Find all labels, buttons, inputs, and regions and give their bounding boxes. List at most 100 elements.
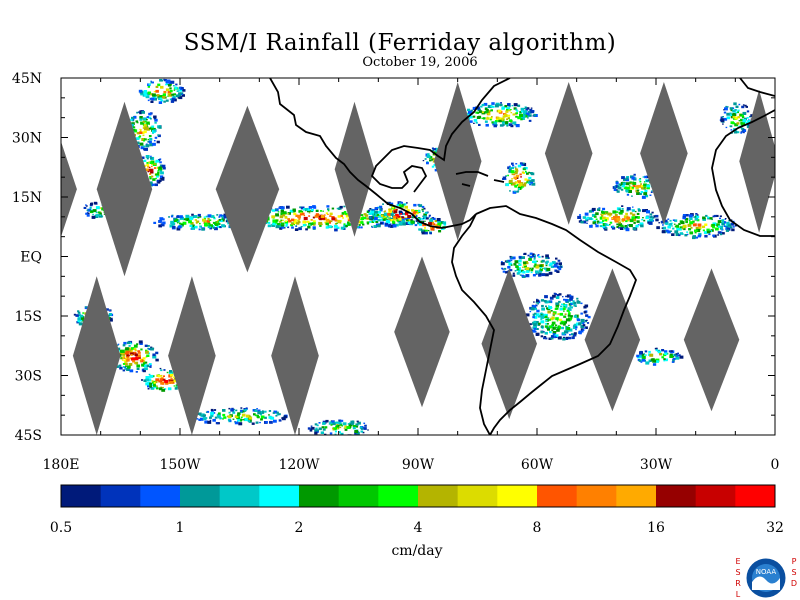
rain-cell-18-135 xyxy=(568,303,572,306)
rain-cell-5-98 xyxy=(515,115,518,118)
rain-cell-2-21 xyxy=(414,224,418,227)
rain-cell-3-81 xyxy=(212,226,216,229)
rain-cell-21-25 xyxy=(433,164,437,167)
rain-cell-13-114 xyxy=(139,342,143,345)
rain-cell-18-3 xyxy=(536,328,539,330)
rain-cell-5-39 xyxy=(482,117,486,120)
rain-cell-23-51 xyxy=(731,113,734,116)
rain-cell-8-0 xyxy=(612,186,617,189)
rain-cell-6-173 xyxy=(604,227,608,230)
rain-cell-17-64 xyxy=(538,274,542,277)
rain-cell-0-8 xyxy=(341,212,345,215)
rain-cell-3-6 xyxy=(214,227,218,231)
rain-cell-17-79 xyxy=(554,264,558,268)
rain-cell-15-112 xyxy=(209,416,212,419)
rain-cell-4-91 xyxy=(506,183,509,186)
rain-cell-0-414 xyxy=(320,215,325,218)
rain-cell-5-14 xyxy=(530,107,533,109)
rain-cell-22-46 xyxy=(99,212,102,215)
y-tick-label: 15S xyxy=(15,309,42,325)
rain-cell-0-167 xyxy=(289,209,294,213)
rain-cell-0-353 xyxy=(307,225,311,229)
rain-cell-5-128 xyxy=(467,108,470,112)
rain-cell-1-106 xyxy=(423,215,427,219)
rain-cell-18-269 xyxy=(573,315,577,318)
rain-cell-0-174 xyxy=(371,220,375,223)
rain-cell-5-154 xyxy=(473,119,478,122)
rain-cell-8-90 xyxy=(643,192,648,196)
rain-cell-11-68 xyxy=(158,159,161,161)
rain-cell-5-15 xyxy=(477,108,481,112)
rain-cell-3-0 xyxy=(213,217,216,220)
rain-cell-3-136 xyxy=(209,226,212,228)
rain-cell-17-92 xyxy=(509,255,512,258)
rain-cell-17-122 xyxy=(505,260,509,263)
rain-cell-15-44 xyxy=(219,417,222,420)
no-data-swath-0 xyxy=(61,141,77,237)
rain-cell-18-112 xyxy=(574,323,578,327)
rain-cell-16-23 xyxy=(337,424,340,427)
rain-cell-6-142 xyxy=(602,223,607,226)
rain-cell-6-14 xyxy=(590,209,594,213)
no-data-swath-11 xyxy=(394,256,450,408)
rain-cell-5-153 xyxy=(501,107,505,110)
rain-cell-1-19 xyxy=(402,222,406,226)
rain-cell-13-94 xyxy=(128,354,130,357)
rain-cell-0-39 xyxy=(379,209,383,212)
rain-cell-16-24 xyxy=(321,426,325,429)
rain-cell-18-120 xyxy=(550,310,553,312)
rain-cell-0-33 xyxy=(318,221,323,226)
rain-cell-18-168 xyxy=(573,326,576,329)
rain-cell-0-196 xyxy=(282,214,286,217)
rain-cell-18-230 xyxy=(546,323,549,325)
colorbar-swatch-6 xyxy=(299,485,340,507)
rain-cell-16-59 xyxy=(362,431,365,434)
x-tick-label: 30W xyxy=(640,457,673,473)
rain-cell-6-78 xyxy=(585,219,588,221)
rain-cell-14-15 xyxy=(141,379,143,381)
rain-cell-2-30 xyxy=(424,218,426,220)
rain-cell-20-65 xyxy=(636,354,640,358)
rain-cell-23-92 xyxy=(743,129,746,132)
rain-cell-17-56 xyxy=(518,259,522,263)
rain-cell-0-249 xyxy=(299,226,302,228)
rain-cell-13-50 xyxy=(132,351,137,355)
rain-cell-6-20 xyxy=(609,221,613,224)
rain-cell-13-17 xyxy=(124,359,128,363)
rain-cell-20-28 xyxy=(661,356,665,359)
rain-cell-0-222 xyxy=(303,216,308,221)
rain-cell-17-34 xyxy=(542,267,544,269)
rain-cell-21-36 xyxy=(435,147,438,150)
rain-cell-3-49 xyxy=(221,215,224,218)
rain-cell-4-63 xyxy=(512,183,514,186)
rain-cell-15-14 xyxy=(241,410,245,413)
rain-cell-3-65 xyxy=(188,220,192,224)
rain-cell-15-61 xyxy=(247,420,251,422)
rain-cell-6-11 xyxy=(595,218,598,220)
rain-cell-0-260 xyxy=(290,223,293,227)
rain-cell-3-44 xyxy=(206,220,211,223)
rain-cell-20-31 xyxy=(673,353,677,357)
colorbar-swatch-14 xyxy=(616,485,657,507)
rain-cell-12-41 xyxy=(82,312,85,314)
rain-cell-0-412 xyxy=(323,214,326,216)
rain-cell-18-165 xyxy=(548,319,551,321)
rain-cell-10-71 xyxy=(141,138,146,141)
rain-cell-5-50 xyxy=(475,111,478,114)
rain-cell-6-145 xyxy=(626,209,629,212)
rain-cell-7-8 xyxy=(702,218,706,221)
no-data-swath-1 xyxy=(96,101,153,277)
rain-cell-18-122 xyxy=(565,318,570,322)
rain-cell-10-21 xyxy=(142,134,145,137)
rain-cell-7-56 xyxy=(674,230,679,234)
rain-cell-13-67 xyxy=(147,347,150,350)
rain-cell-6-73 xyxy=(641,218,644,221)
rain-cell-13-111 xyxy=(137,350,141,353)
rain-cell-9-26 xyxy=(153,90,156,93)
rain-cell-5-129 xyxy=(504,105,508,108)
rain-cell-23-25 xyxy=(749,115,751,118)
rain-cell-2-16 xyxy=(442,221,447,225)
rain-cell-21-58 xyxy=(426,154,431,158)
rain-cell-5-170 xyxy=(496,116,500,119)
rain-cell-18-242 xyxy=(548,306,552,310)
